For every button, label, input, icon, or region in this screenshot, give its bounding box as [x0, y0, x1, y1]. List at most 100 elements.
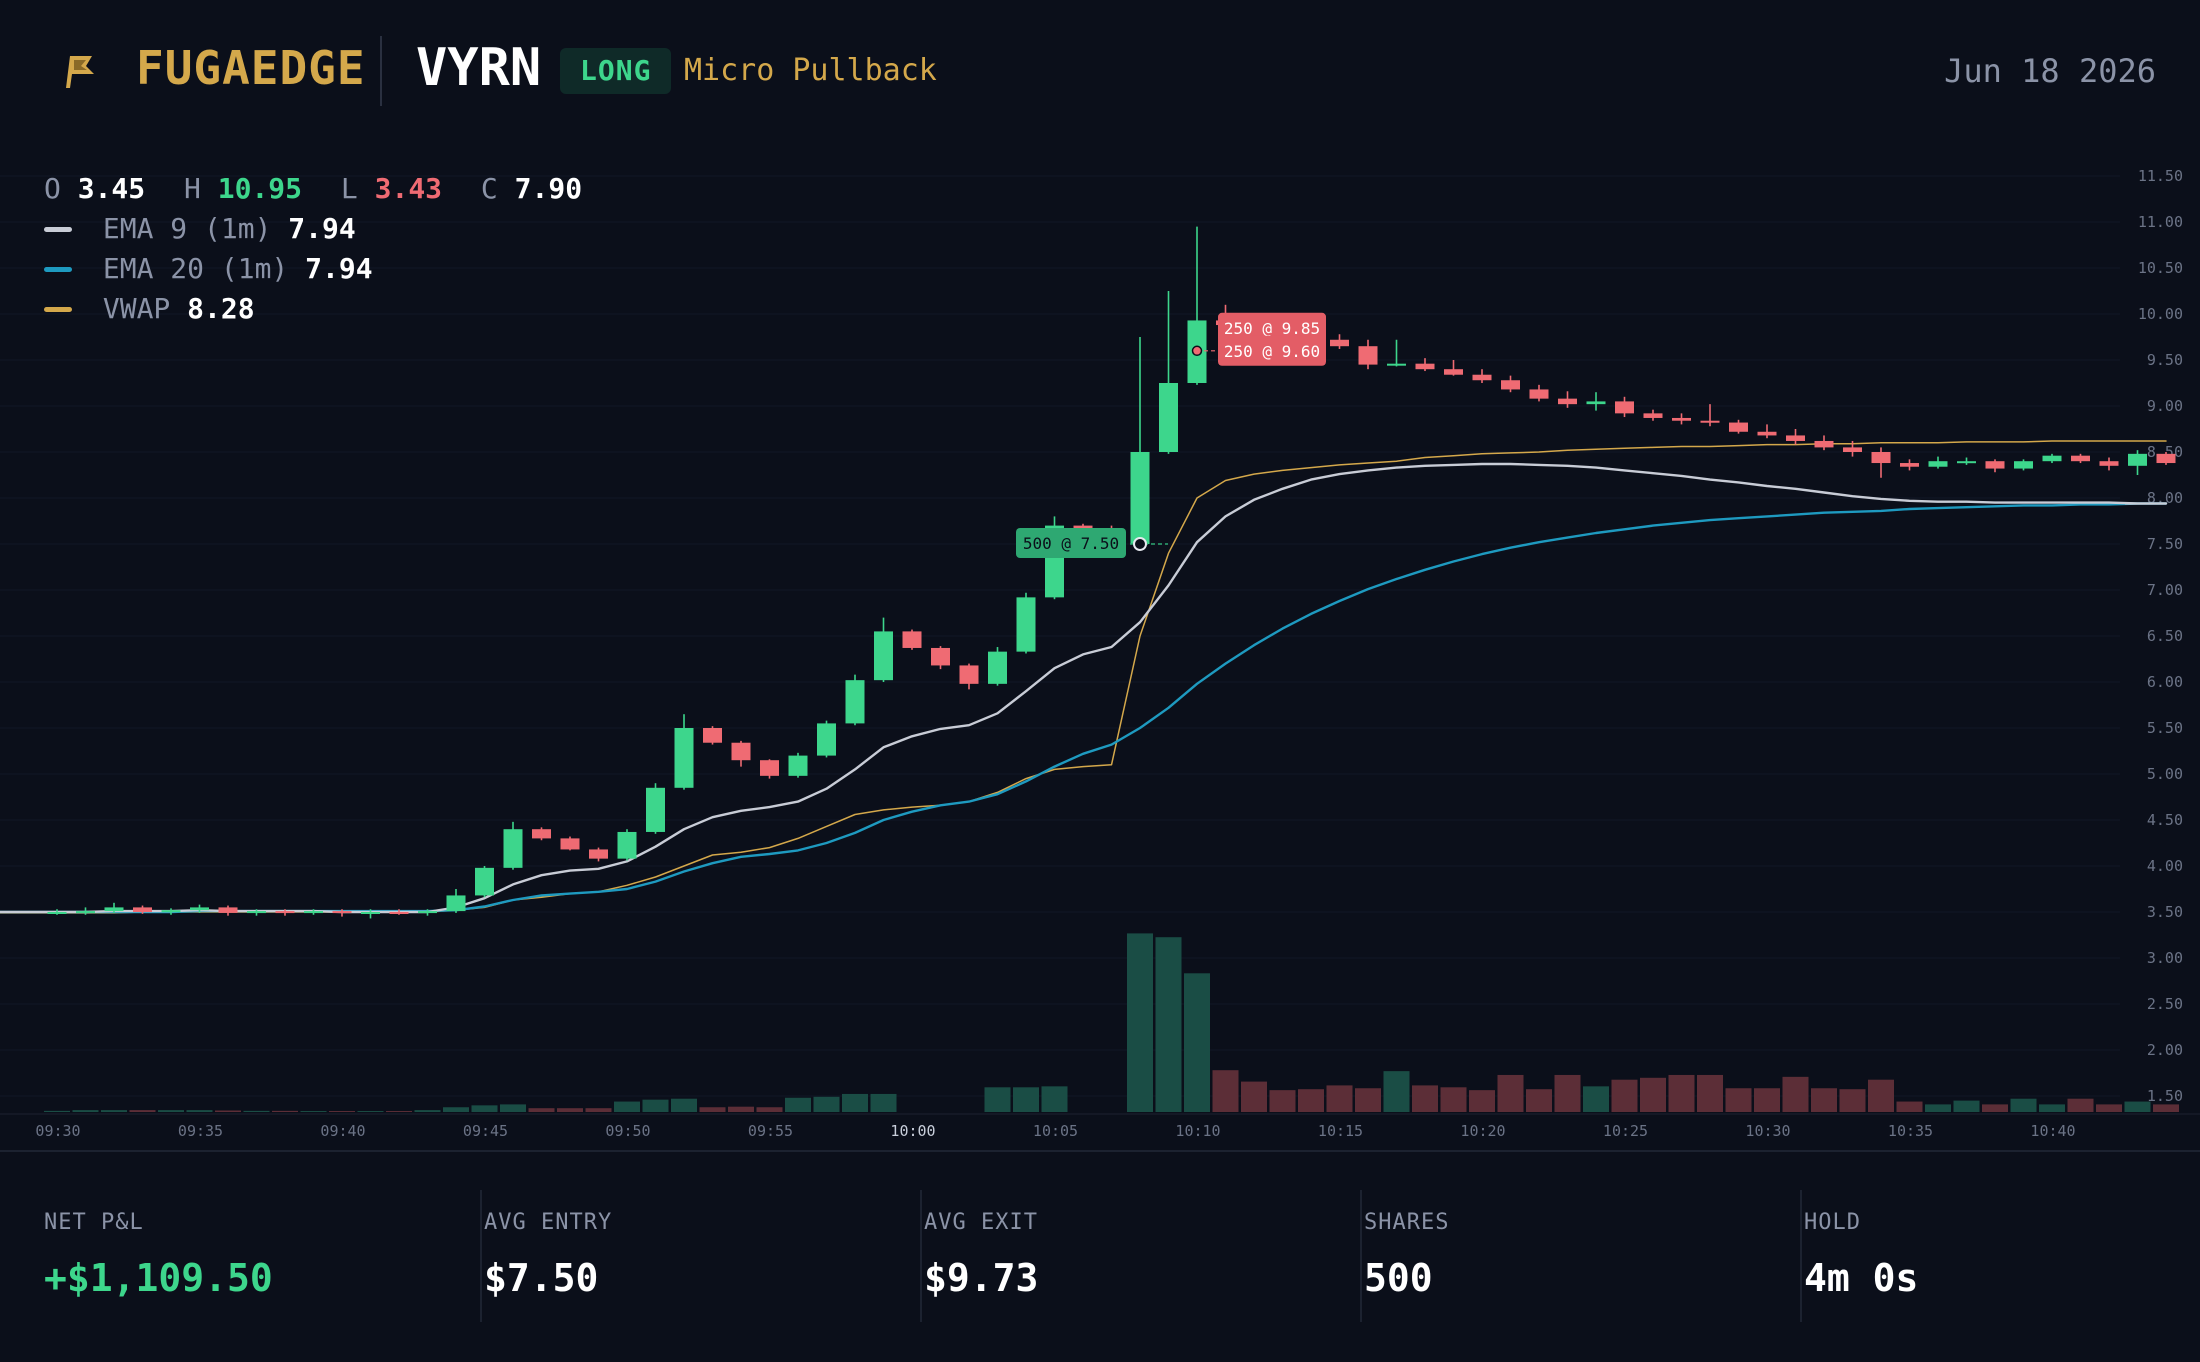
candle-down — [1529, 384, 1549, 402]
candle-body — [418, 911, 437, 914]
candle-down — [1501, 375, 1520, 393]
candle-up — [674, 714, 694, 790]
volume-bar — [642, 1099, 669, 1112]
execution-label: 250 @ 9.60 — [1224, 342, 1320, 361]
candle-body — [1643, 413, 1663, 418]
candle-body — [874, 631, 893, 681]
volume-bar — [386, 1111, 412, 1112]
candle-down — [133, 905, 152, 914]
volume-bar — [2067, 1098, 2094, 1112]
volume-bar — [44, 1110, 70, 1112]
candle-body — [304, 911, 323, 914]
execution-marker — [1133, 537, 1147, 551]
price-axis: 11.5011.0010.5010.009.509.008.508.007.50… — [2138, 167, 2183, 1105]
time-tick-label: 10:10 — [1175, 1122, 1220, 1140]
candle-down — [731, 740, 751, 767]
volume-bar — [329, 1111, 355, 1112]
stat-value: $9.73 — [924, 1256, 1039, 1300]
volume-bar — [1640, 1077, 1666, 1112]
candle-up — [1957, 457, 1976, 465]
volume-bar — [1583, 1086, 1609, 1112]
volume-bar — [2010, 1098, 2037, 1112]
candle-body — [2071, 455, 2090, 462]
legend-ema20[interactable]: EMA 20 (1m) 7.94 — [44, 248, 604, 288]
candle-body — [532, 829, 551, 839]
candle-body — [247, 911, 266, 914]
sell-execution: 250 @ 9.60 — [1191, 335, 1326, 366]
candle-body — [1814, 440, 1834, 448]
volume-bar — [2096, 1104, 2122, 1112]
candle-down — [1615, 396, 1634, 418]
time-axis: 09:30 09:35 09:40 09:45 09:50 09:55 10:00 10:05… — [35, 1122, 2075, 1140]
volume-bar — [357, 1111, 384, 1112]
volume-bar — [1982, 1104, 2008, 1112]
volume-bar — [101, 1110, 127, 1112]
ema9-label: EMA 9 (1m) — [102, 212, 272, 245]
candle-body — [1957, 461, 1976, 464]
volume-bar — [813, 1096, 840, 1112]
candle-body — [1330, 339, 1349, 347]
volume-bar — [1412, 1085, 1438, 1112]
legend-ema9[interactable]: EMA 9 (1m) 7.94 — [44, 208, 604, 248]
candle-body — [218, 907, 238, 913]
candle-up — [503, 821, 523, 870]
price-tick-label: 3.00 — [2147, 949, 2183, 967]
price-chart[interactable]: 11.50 11.00 10.50 10.00 9.50 9.00 8.50 8.00 7.50… — [0, 140, 2200, 1150]
price-tick-label: 11.50 — [2138, 167, 2183, 185]
candle-down — [560, 836, 580, 851]
ohlc-readout: O 3.45 H 10.95 L 3.43 C 7.90 — [44, 168, 604, 208]
volume-bar — [1725, 1088, 1752, 1112]
candle-body — [703, 728, 722, 743]
volume-bar — [2039, 1104, 2065, 1112]
candle-body — [76, 911, 95, 914]
ema20-value: 7.94 — [305, 252, 373, 285]
stat-value: +$1,109.50 — [44, 1256, 273, 1300]
volume-bar — [785, 1097, 811, 1112]
candle-body — [1501, 380, 1520, 390]
candle-down — [1900, 459, 1919, 471]
candle-body — [361, 912, 380, 914]
candle-body — [1415, 363, 1435, 370]
candle-down — [389, 909, 409, 915]
candle-down — [275, 909, 295, 916]
candle-up — [361, 909, 380, 919]
volume-bar — [699, 1107, 726, 1112]
price-tick-label: 10.00 — [2138, 305, 2183, 323]
candle-down — [2099, 457, 2119, 471]
ema9-value: 7.94 — [288, 212, 356, 245]
side-badge: LONG — [560, 48, 672, 94]
candle-up — [190, 904, 209, 913]
candle-down — [1472, 369, 1492, 383]
time-tick-label: 09:35 — [178, 1122, 223, 1140]
candle-down — [532, 827, 551, 841]
volume-bar — [1241, 1081, 1267, 1112]
volume-bar — [500, 1104, 526, 1112]
candle-body — [1444, 369, 1463, 375]
stat-label: AVG EXIT — [924, 1210, 1038, 1235]
candle-body — [1387, 363, 1406, 366]
legend-vwap[interactable]: VWAP 8.28 — [44, 288, 604, 328]
candle-body — [817, 723, 836, 756]
candle-down — [1415, 358, 1435, 372]
candle-body — [617, 831, 637, 859]
volume-bar — [272, 1110, 298, 1112]
candle-body — [1615, 401, 1634, 414]
candle-up — [2014, 459, 2033, 471]
candle-body — [902, 631, 922, 648]
candle-body — [503, 829, 523, 868]
candle-down — [760, 759, 779, 779]
price-chart-svg[interactable]: 11.5011.0010.5010.009.509.008.508.007.50… — [0, 140, 2200, 1150]
volume-bar — [1127, 933, 1153, 1112]
volume-bar — [1668, 1074, 1695, 1112]
candle-up — [646, 783, 665, 834]
candle-body — [1358, 346, 1378, 365]
volume-bar — [671, 1098, 697, 1112]
stat-label: NET P&L — [44, 1210, 144, 1235]
stat-divider — [1360, 1190, 1362, 1322]
candle-body — [731, 742, 751, 761]
volume-bar — [1497, 1074, 1524, 1112]
candle-up — [304, 909, 323, 915]
time-tick-label: 09:55 — [748, 1122, 793, 1140]
candle-down — [1871, 447, 1891, 478]
close-value: 7.90 — [514, 172, 583, 205]
